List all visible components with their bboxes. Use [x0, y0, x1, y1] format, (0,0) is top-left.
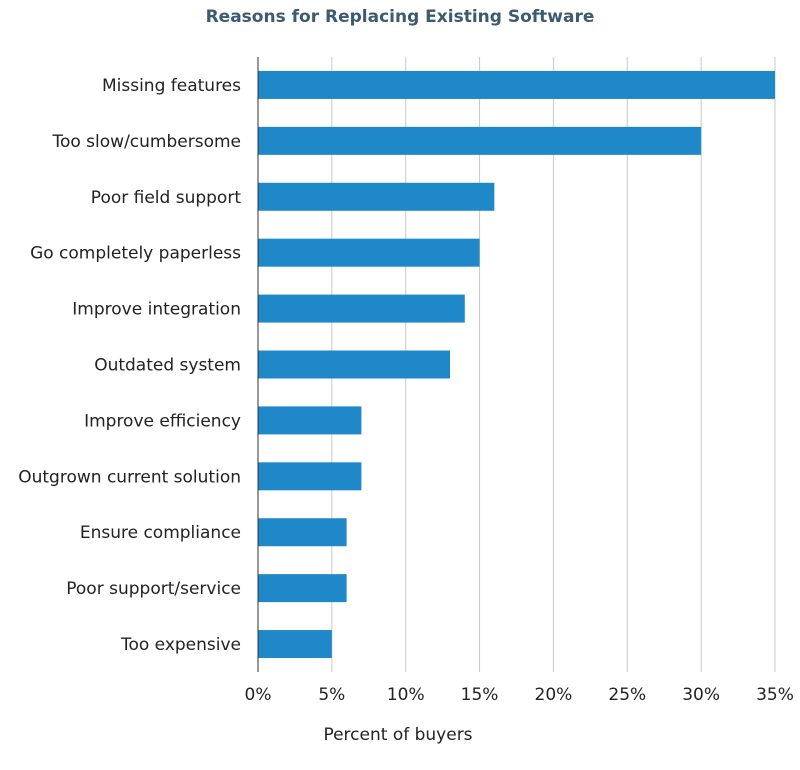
gridlines — [331, 57, 776, 672]
bar-missing-features — [258, 70, 775, 99]
x-tick-label-30: 30% — [682, 685, 720, 705]
x-axis-title: Percent of buyers — [323, 725, 472, 745]
x-tick-label-20: 20% — [535, 685, 573, 705]
category-label-improve-integration: Improve integration — [72, 300, 241, 320]
bar-improve-integration — [258, 294, 465, 323]
bar-poor-support-service — [258, 574, 347, 603]
category-label-outgrown-current-solution: Outgrown current solution — [18, 467, 241, 487]
category-label-ensure-compliance: Ensure compliance — [80, 523, 241, 543]
x-tick-label-25: 25% — [608, 685, 646, 705]
x-tick-labels: 0% 5% 10% 15% 20% 25% 30% 35% — [245, 685, 794, 705]
bar-poor-field-support — [258, 182, 495, 211]
category-labels: Missing features Too slow/cumbersome Poor … — [18, 76, 241, 655]
category-label-too-slow-cumbersome: Too slow/cumbersome — [51, 132, 241, 152]
x-tick-label-0: 0% — [245, 685, 272, 705]
bar-improve-efficiency — [258, 406, 362, 435]
category-label-poor-field-support: Poor field support — [91, 188, 242, 208]
x-tick-label-10: 10% — [387, 685, 425, 705]
category-label-too-expensive: Too expensive — [120, 635, 241, 655]
bar-ensure-compliance — [258, 518, 347, 547]
category-label-poor-support-service: Poor support/service — [66, 579, 241, 599]
category-label-improve-efficiency: Improve efficiency — [84, 411, 241, 431]
category-label-outdated-system: Outdated system — [94, 356, 241, 376]
bars — [258, 70, 775, 659]
x-tick-label-5: 5% — [318, 685, 345, 705]
bar-too-expensive — [258, 630, 332, 659]
bar-go-completely-paperless — [258, 238, 480, 267]
bar-outdated-system — [258, 350, 451, 379]
category-label-missing-features: Missing features — [102, 76, 241, 96]
bar-outgrown-current-solution — [258, 462, 362, 491]
chart-title: Reasons for Replacing Existing Software — [206, 7, 595, 27]
x-tick-label-35: 35% — [756, 685, 794, 705]
bar-too-slow-cumbersome — [258, 126, 702, 155]
category-label-go-completely-paperless: Go completely paperless — [30, 244, 241, 264]
x-tick-label-15: 15% — [461, 685, 499, 705]
